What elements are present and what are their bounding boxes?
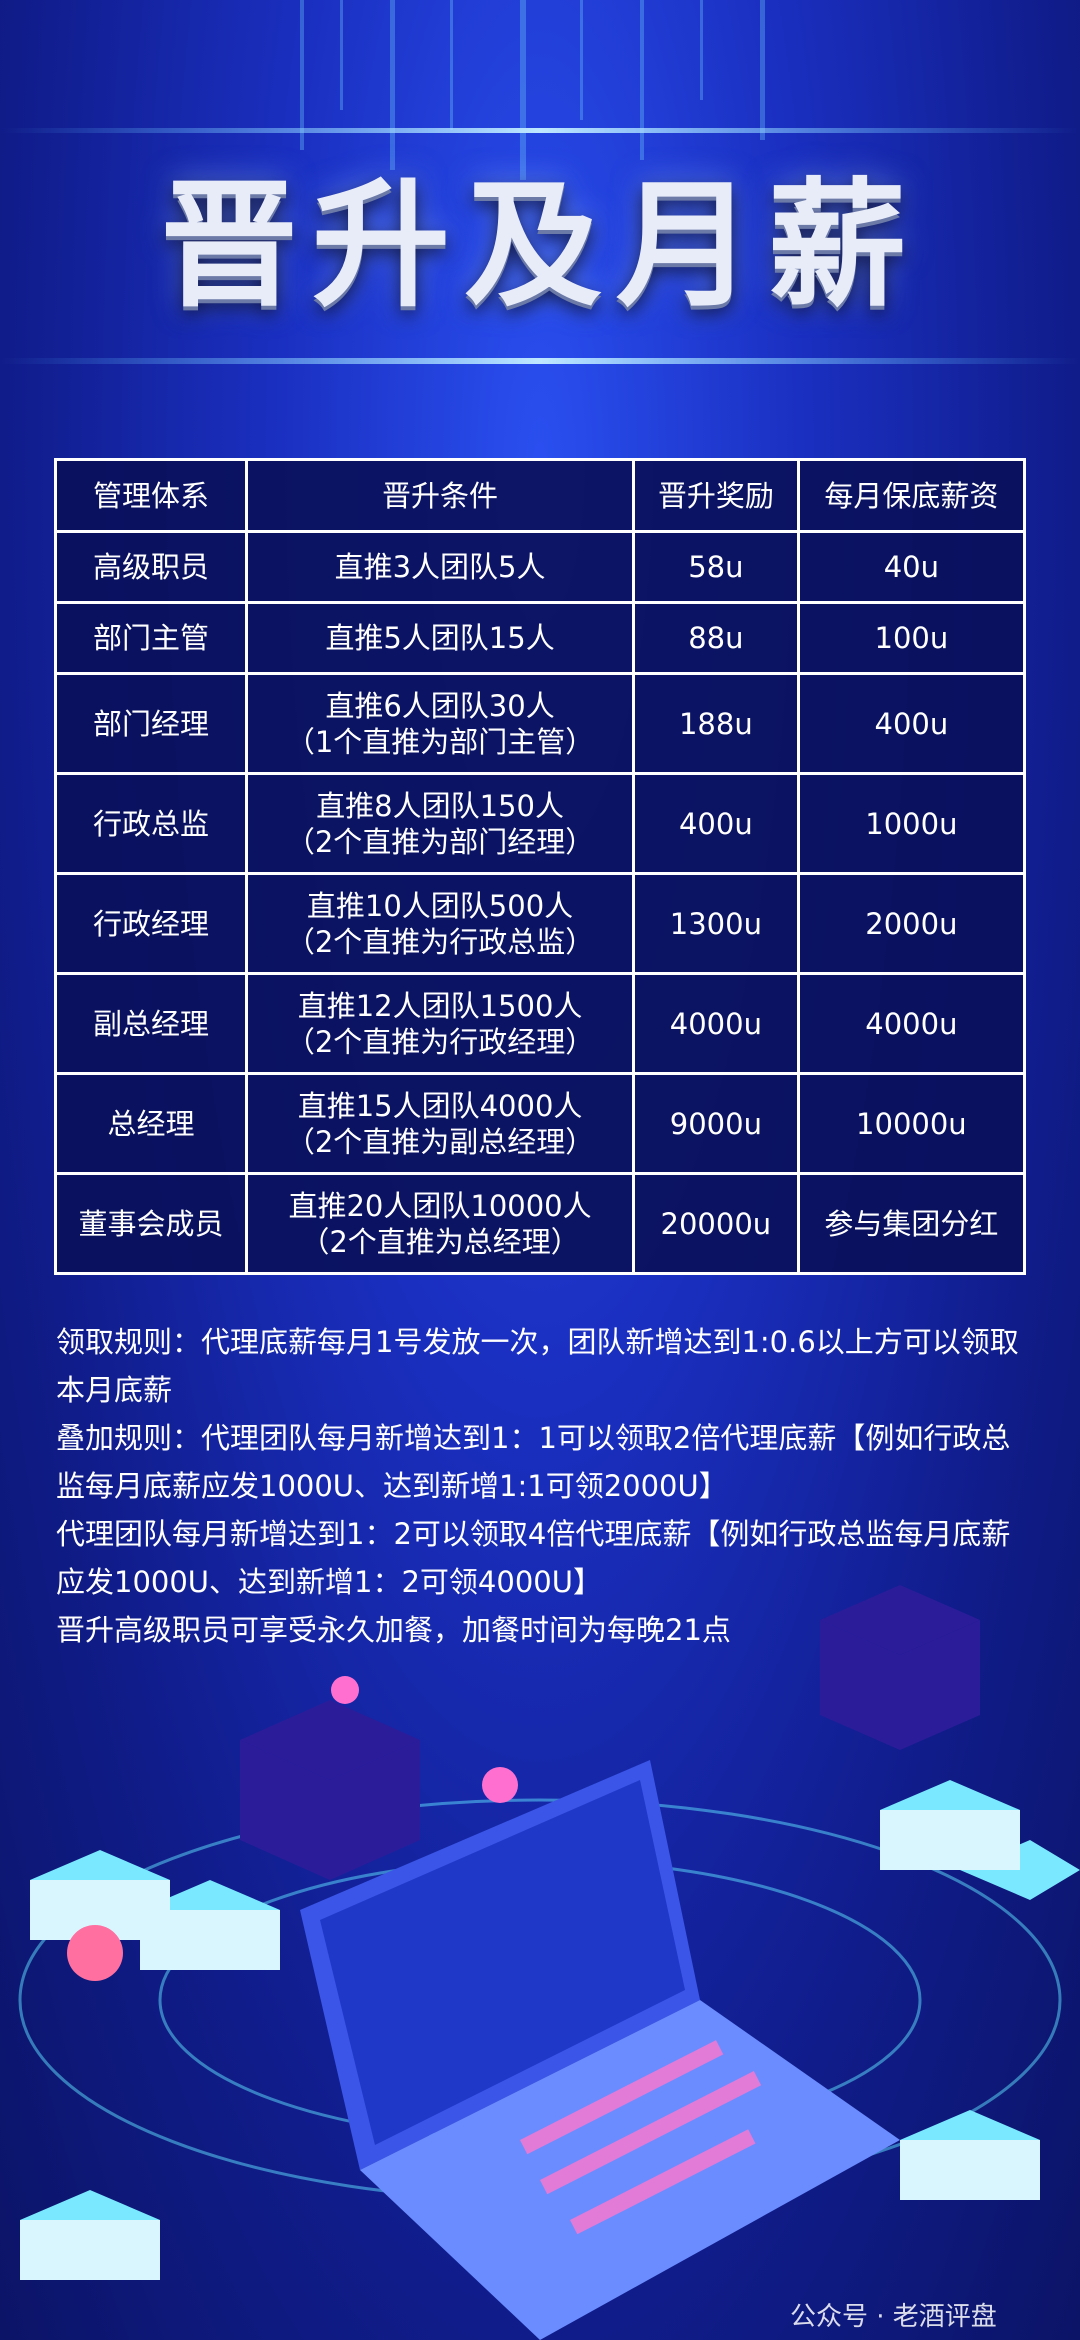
- cell-line: 直推12人团队1500人: [297, 988, 583, 1023]
- table-cell: 4000u: [796, 972, 1027, 1075]
- table-row: 行政经理 直推10人团队500人 （2个直推为行政总监） 1300u 2000u: [53, 872, 1027, 975]
- table-cell: 副总经理: [53, 972, 249, 1075]
- cell-line: （2个直推为副总经理）: [285, 1124, 595, 1159]
- table-row: 总经理 直推15人团队4000人 （2个直推为副总经理） 9000u 10000u: [53, 1072, 1027, 1175]
- rules: 领取规则：代理底薪每月1号发放一次，团队新增达到1:0.6以上方可以领取本月底薪…: [56, 1318, 1026, 1654]
- cell-line: 直推10人团队500人: [306, 888, 574, 923]
- header-cell: 每月保底薪资: [796, 458, 1027, 533]
- rule-text: 代理团队每月新增达到1：2可以领取4倍代理底薪【例如行政总监每月底薪应发1000…: [56, 1517, 1011, 1599]
- laptop: [300, 1760, 900, 2340]
- table-cell: 高级职员: [53, 530, 249, 604]
- table-cell: 40u: [796, 530, 1027, 604]
- rule-text: 晋升高级职员可享受永久加餐，加餐时间为每晚21点: [56, 1613, 731, 1647]
- table-row: 部门经理 直推6人团队30人 （1个直推为部门主管） 188u 400u: [53, 672, 1027, 775]
- cell-line: （2个直推为总经理）: [300, 1224, 580, 1259]
- table-row: 董事会成员 直推20人团队10000人 （2个直推为总经理） 20000u 参与集团分红: [53, 1172, 1027, 1275]
- table-cell: 直推6人团队30人 （1个直推为部门主管）: [245, 672, 635, 775]
- header-cell: 晋升奖励: [631, 458, 800, 533]
- title: 晋升及月薪: [159, 163, 920, 326]
- table-cell: 直推15人团队4000人 （2个直推为副总经理）: [245, 1072, 635, 1175]
- table-cell: 400u: [631, 772, 800, 875]
- table-cell: 总经理: [53, 1072, 249, 1175]
- table-cell: 直推5人团队15人: [245, 601, 635, 675]
- table-cell: 1000u: [796, 772, 1027, 875]
- table-cell: 58u: [631, 530, 800, 604]
- rule-text: 领取规则：代理底薪每月1号发放一次，团队新增达到1:0.6以上方可以领取本月底薪: [56, 1325, 1019, 1407]
- table-cell: 2000u: [796, 872, 1027, 975]
- cell-line: 直推15人团队4000人: [297, 1088, 583, 1123]
- table-cell: 直推3人团队5人: [245, 530, 635, 604]
- header-cell: 管理体系: [53, 458, 249, 533]
- table-cell: 直推10人团队500人 （2个直推为行政总监）: [245, 872, 635, 975]
- promotion-table: 管理体系 晋升条件 晋升奖励 每月保底薪资 高级职员 直推3人团队5人 58u 40u 部门主管…: [53, 458, 1027, 1275]
- header-cell: 晋升条件: [245, 458, 635, 533]
- table-cell: 9000u: [631, 1072, 800, 1175]
- cell-line: 直推6人团队30人: [325, 688, 555, 723]
- illustration: [18, 1585, 1080, 2340]
- table-cell: 部门经理: [53, 672, 249, 775]
- table-row: 行政总监 直推8人团队150人 （2个直推为部门经理） 400u 1000u: [53, 772, 1027, 875]
- table-cell: 20000u: [631, 1172, 800, 1275]
- table-row: 高级职员 直推3人团队5人 58u 40u: [53, 530, 1027, 604]
- table-row: 副总经理 直推12人团队1500人 （2个直推为行政经理） 4000u 4000u: [53, 972, 1027, 1075]
- table-cell: 88u: [631, 601, 800, 675]
- table-cell: 100u: [796, 601, 1027, 675]
- table-cell: 直推8人团队150人 （2个直推为部门经理）: [245, 772, 635, 875]
- header-row: 管理体系 晋升条件 晋升奖励 每月保底薪资: [53, 458, 1027, 533]
- table-cell: 4000u: [631, 972, 800, 1075]
- table-cell: 10000u: [796, 1072, 1027, 1175]
- cell-line: （2个直推为部门经理）: [285, 824, 595, 859]
- cell-line: （2个直推为行政总监）: [285, 924, 595, 959]
- watermark: 公众号 · 老酒评盘: [790, 2302, 997, 2332]
- table-cell: 董事会成员: [53, 1172, 249, 1275]
- table-cell: 行政经理: [53, 872, 249, 975]
- table-cell: 行政总监: [53, 772, 249, 875]
- cell-line: （1个直推为部门主管）: [285, 724, 595, 759]
- cell-line: （2个直推为行政经理）: [285, 1024, 595, 1059]
- table-cell: 直推12人团队1500人 （2个直推为行政经理）: [245, 972, 635, 1075]
- header-decoration: [0, 0, 1080, 364]
- table-cell: 直推20人团队10000人 （2个直推为总经理）: [245, 1172, 635, 1275]
- table-cell: 1300u: [631, 872, 800, 975]
- table-cell: 部门主管: [53, 601, 249, 675]
- rule-text: 叠加规则：代理团队每月新增达到1：1可以领取2倍代理底薪【例如行政总监每月底薪应…: [56, 1421, 1011, 1503]
- table-cell: 参与集团分红: [796, 1172, 1027, 1275]
- table-row: 部门主管 直推5人团队15人 88u 100u: [53, 601, 1027, 675]
- table-cell: 400u: [796, 672, 1027, 775]
- cell-line: 直推8人团队150人: [316, 788, 564, 823]
- table-cell: 188u: [631, 672, 800, 775]
- cell-line: 直推20人团队10000人: [288, 1188, 592, 1223]
